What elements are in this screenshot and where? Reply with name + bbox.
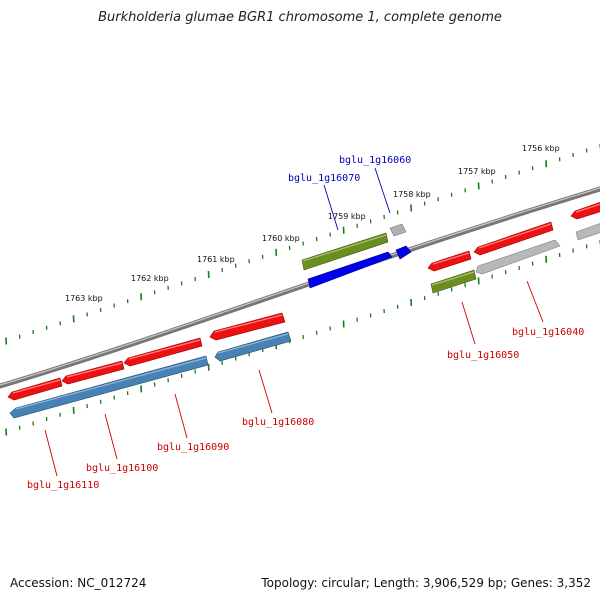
scale-label-1759: 1759 kbp	[328, 212, 366, 221]
scale-label-1760: 1760 kbp	[262, 234, 300, 243]
gene-label-bglu-1g16080[interactable]: bglu_1g16080	[242, 417, 314, 428]
gene-arrow[interactable]	[209, 312, 286, 341]
figure-title: Burkholderia glumae BGR1 chromosome 1, c…	[98, 10, 502, 25]
reverse-genes	[9, 331, 292, 419]
label-leaders	[44, 167, 544, 477]
scale-label-1756: 1756 kbp	[522, 144, 560, 153]
scale-ticks-top	[5, 144, 600, 345]
chromosome-backbone	[0, 186, 600, 389]
gene-label-bglu-1g16040[interactable]: bglu_1g16040	[512, 327, 584, 338]
forward-genes	[7, 201, 600, 401]
gene-label-bglu-1g16110[interactable]: bglu_1g16110	[27, 480, 99, 491]
scale-labels: 1763 kbp 1762 kbp 1761 kbp 1760 kbp 1759…	[65, 144, 560, 303]
feature-bar-highlight	[302, 234, 475, 286]
gene-label-bglu-1g16100[interactable]: bglu_1g16100	[86, 463, 158, 474]
feature-bar[interactable]	[395, 245, 412, 260]
gene-label-bglu-1g16050[interactable]: bglu_1g16050	[447, 350, 519, 361]
genome-summary-text: Topology: circular; Length: 3,906,529 bp…	[261, 576, 591, 590]
accession-text: Accession: NC_012724	[10, 576, 147, 590]
gene-arrow[interactable]	[575, 222, 600, 241]
gene-arrow[interactable]	[570, 201, 600, 220]
scale-label-1758: 1758 kbp	[393, 190, 431, 199]
green-features	[301, 232, 477, 294]
chromosome-backbone-highlight	[0, 187, 600, 386]
feature-bar[interactable]	[430, 269, 477, 294]
gene-arrow[interactable]	[389, 223, 407, 237]
scale-ticks-bottom	[5, 240, 600, 436]
scale-label-1762: 1762 kbp	[131, 274, 169, 283]
gene-label-bglu-1g16090[interactable]: bglu_1g16090	[157, 442, 229, 453]
gene-arrow-highlight	[15, 333, 289, 410]
gray-genes	[389, 222, 600, 275]
feature-bar[interactable]	[307, 251, 393, 289]
scale-label-1757: 1757 kbp	[458, 167, 496, 176]
gene-arrow[interactable]	[214, 331, 292, 362]
scale-label-1761: 1761 kbp	[197, 255, 235, 264]
gene-arrow[interactable]	[475, 239, 561, 275]
gene-arrow[interactable]	[9, 355, 209, 419]
gene-label-bglu-1g16060[interactable]: bglu_1g16060	[339, 155, 411, 166]
gene-label-bglu-1g16070[interactable]: bglu_1g16070	[288, 173, 360, 184]
scale-label-1763: 1763 kbp	[65, 294, 103, 303]
feature-bar[interactable]	[301, 232, 389, 271]
blue-features	[307, 245, 412, 289]
gene-arrow-highlight	[12, 203, 600, 394]
gene-labels: bglu_1g16110 bglu_1g16100 bglu_1g16090 b…	[27, 155, 584, 491]
